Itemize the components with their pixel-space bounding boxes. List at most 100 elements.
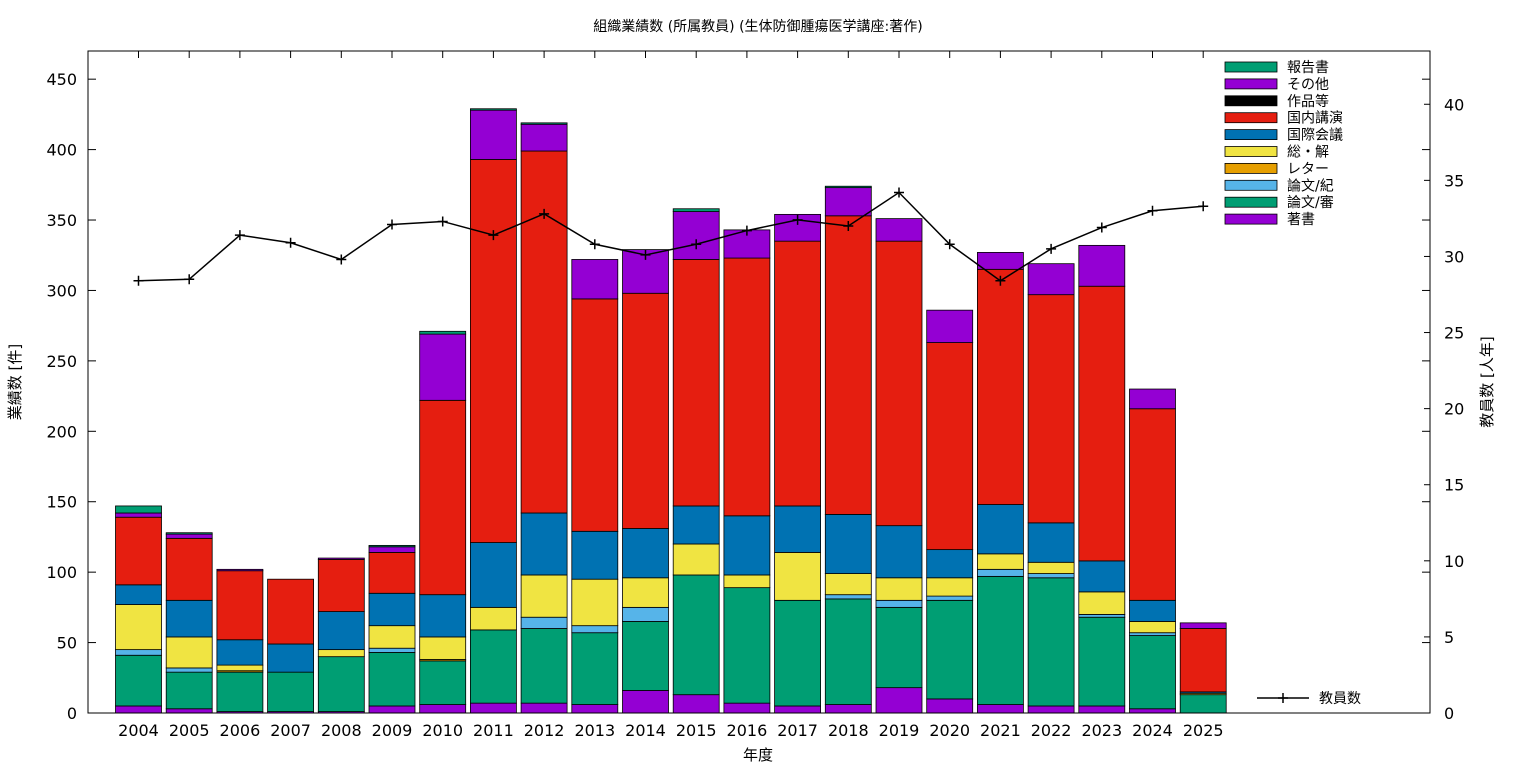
bar-segment (622, 690, 669, 714)
y-tick-label: 100 (46, 563, 77, 582)
bar-segment (1027, 263, 1075, 296)
bar-segment (824, 594, 872, 600)
legend-label: 論文/紀 (1287, 178, 1334, 194)
bar-segment (774, 213, 821, 242)
bar-segment (469, 702, 517, 714)
bar-segment (165, 667, 213, 673)
bar-segment (368, 592, 416, 627)
bar-segment (419, 660, 467, 705)
x-tick-label: 2019 (879, 721, 920, 740)
bar-segment (317, 649, 365, 658)
bar-segment (1129, 388, 1176, 410)
bar-segment (115, 516, 162, 586)
bar-segment (1078, 591, 1126, 615)
y2-tick-label: 20 (1444, 400, 1464, 419)
bar-segment (977, 553, 1024, 570)
bar-segment (1027, 561, 1075, 574)
x-tick-label: 2021 (980, 721, 1021, 740)
x-tick-label: 2006 (220, 721, 261, 740)
faculty-line-point (640, 249, 651, 260)
bar-segment (1027, 294, 1075, 524)
legend-swatch (1224, 61, 1278, 73)
bar-segment (824, 573, 872, 596)
legend-label: レター (1287, 161, 1329, 177)
x-tick-label: 2024 (1132, 721, 1173, 740)
bar-segment (977, 268, 1024, 505)
y-tick-label: 350 (46, 211, 77, 230)
bar-segment (165, 671, 213, 710)
y-tick-label: 400 (46, 141, 77, 160)
bars (115, 108, 1227, 714)
bar-segment (774, 552, 821, 601)
legend-swatch (1224, 129, 1278, 141)
legend-swatch (1224, 162, 1278, 174)
bar-segment (469, 542, 517, 608)
bar-segment (368, 552, 416, 594)
bar-segment (672, 505, 720, 545)
bar-segment (977, 504, 1024, 555)
bar-segment (469, 629, 517, 704)
bar-segment (419, 704, 467, 714)
bar-segment (216, 664, 264, 672)
bar-segment (368, 705, 416, 714)
x-tick-label: 2023 (1081, 721, 1122, 740)
bar-segment (571, 704, 619, 714)
bar-segment (368, 544, 416, 548)
x-tick-label: 2008 (321, 721, 362, 740)
bar-segment (1179, 622, 1227, 629)
chart-title: 組織業績数 (所属教員) (生体防御腫瘍医学講座:著作) (593, 18, 922, 35)
legend-label: 国際会議 (1287, 127, 1343, 144)
bar-segment (977, 704, 1024, 714)
bar-segment (875, 599, 923, 608)
y-tick-label: 50 (57, 634, 77, 653)
x-axis: 2004 2005 2006 2007 2008 2009 2010 2011 2012 2013… (118, 51, 1224, 740)
legend-label: 総・解 (1287, 145, 1329, 161)
x-tick-label: 2014 (625, 721, 666, 740)
bar-segment (317, 611, 365, 651)
legend-swatch (1224, 78, 1278, 90)
y-tick-label: 150 (46, 493, 77, 512)
x-tick-label: 2005 (169, 721, 210, 740)
x-axis-title: 年度 (743, 746, 773, 764)
bar-segment (469, 606, 517, 631)
y2-tick-label: 35 (1444, 171, 1464, 190)
faculty-line-point (539, 208, 550, 219)
bar-segment (115, 705, 162, 714)
bar-segment (165, 708, 213, 714)
legend-label: 著書 (1287, 212, 1315, 228)
bar-segment (875, 218, 923, 242)
x-tick-label: 2016 (727, 721, 768, 740)
bar-segment (774, 705, 821, 714)
plot-frame (87, 50, 1431, 714)
faculty-line-point (691, 239, 702, 250)
bar-segment (115, 654, 162, 707)
bar-segment (672, 694, 720, 714)
bar-segment (115, 512, 162, 518)
bar-segment (1078, 614, 1126, 618)
bar-segment (571, 298, 619, 532)
bar-segment (115, 505, 162, 514)
faculty-line-point (387, 219, 397, 230)
x-tick-label: 2010 (422, 721, 463, 740)
x-tick-label: 2017 (777, 721, 818, 740)
legend-label: 作品等 (1287, 93, 1329, 110)
y-tick-label: 450 (46, 70, 77, 89)
faculty-line-point (234, 230, 245, 241)
bar-segment (317, 656, 365, 712)
y2-tick-label: 10 (1444, 552, 1464, 571)
bar-segment (774, 240, 821, 507)
bar-segment (1078, 285, 1126, 562)
legend-label: 国内講演 (1287, 111, 1343, 127)
bar-segment (571, 259, 619, 300)
legend-swatch (1224, 112, 1278, 124)
bar-segment (824, 185, 872, 189)
bar-segment (165, 533, 213, 539)
bar-segment (1129, 408, 1176, 601)
y2-tick-label: 25 (1444, 324, 1464, 343)
legend-label: その他 (1287, 77, 1329, 93)
faculty-line-point (184, 274, 195, 285)
bar-segment (723, 574, 771, 589)
faculty-line-point (792, 214, 803, 225)
bar-segment (672, 574, 720, 696)
